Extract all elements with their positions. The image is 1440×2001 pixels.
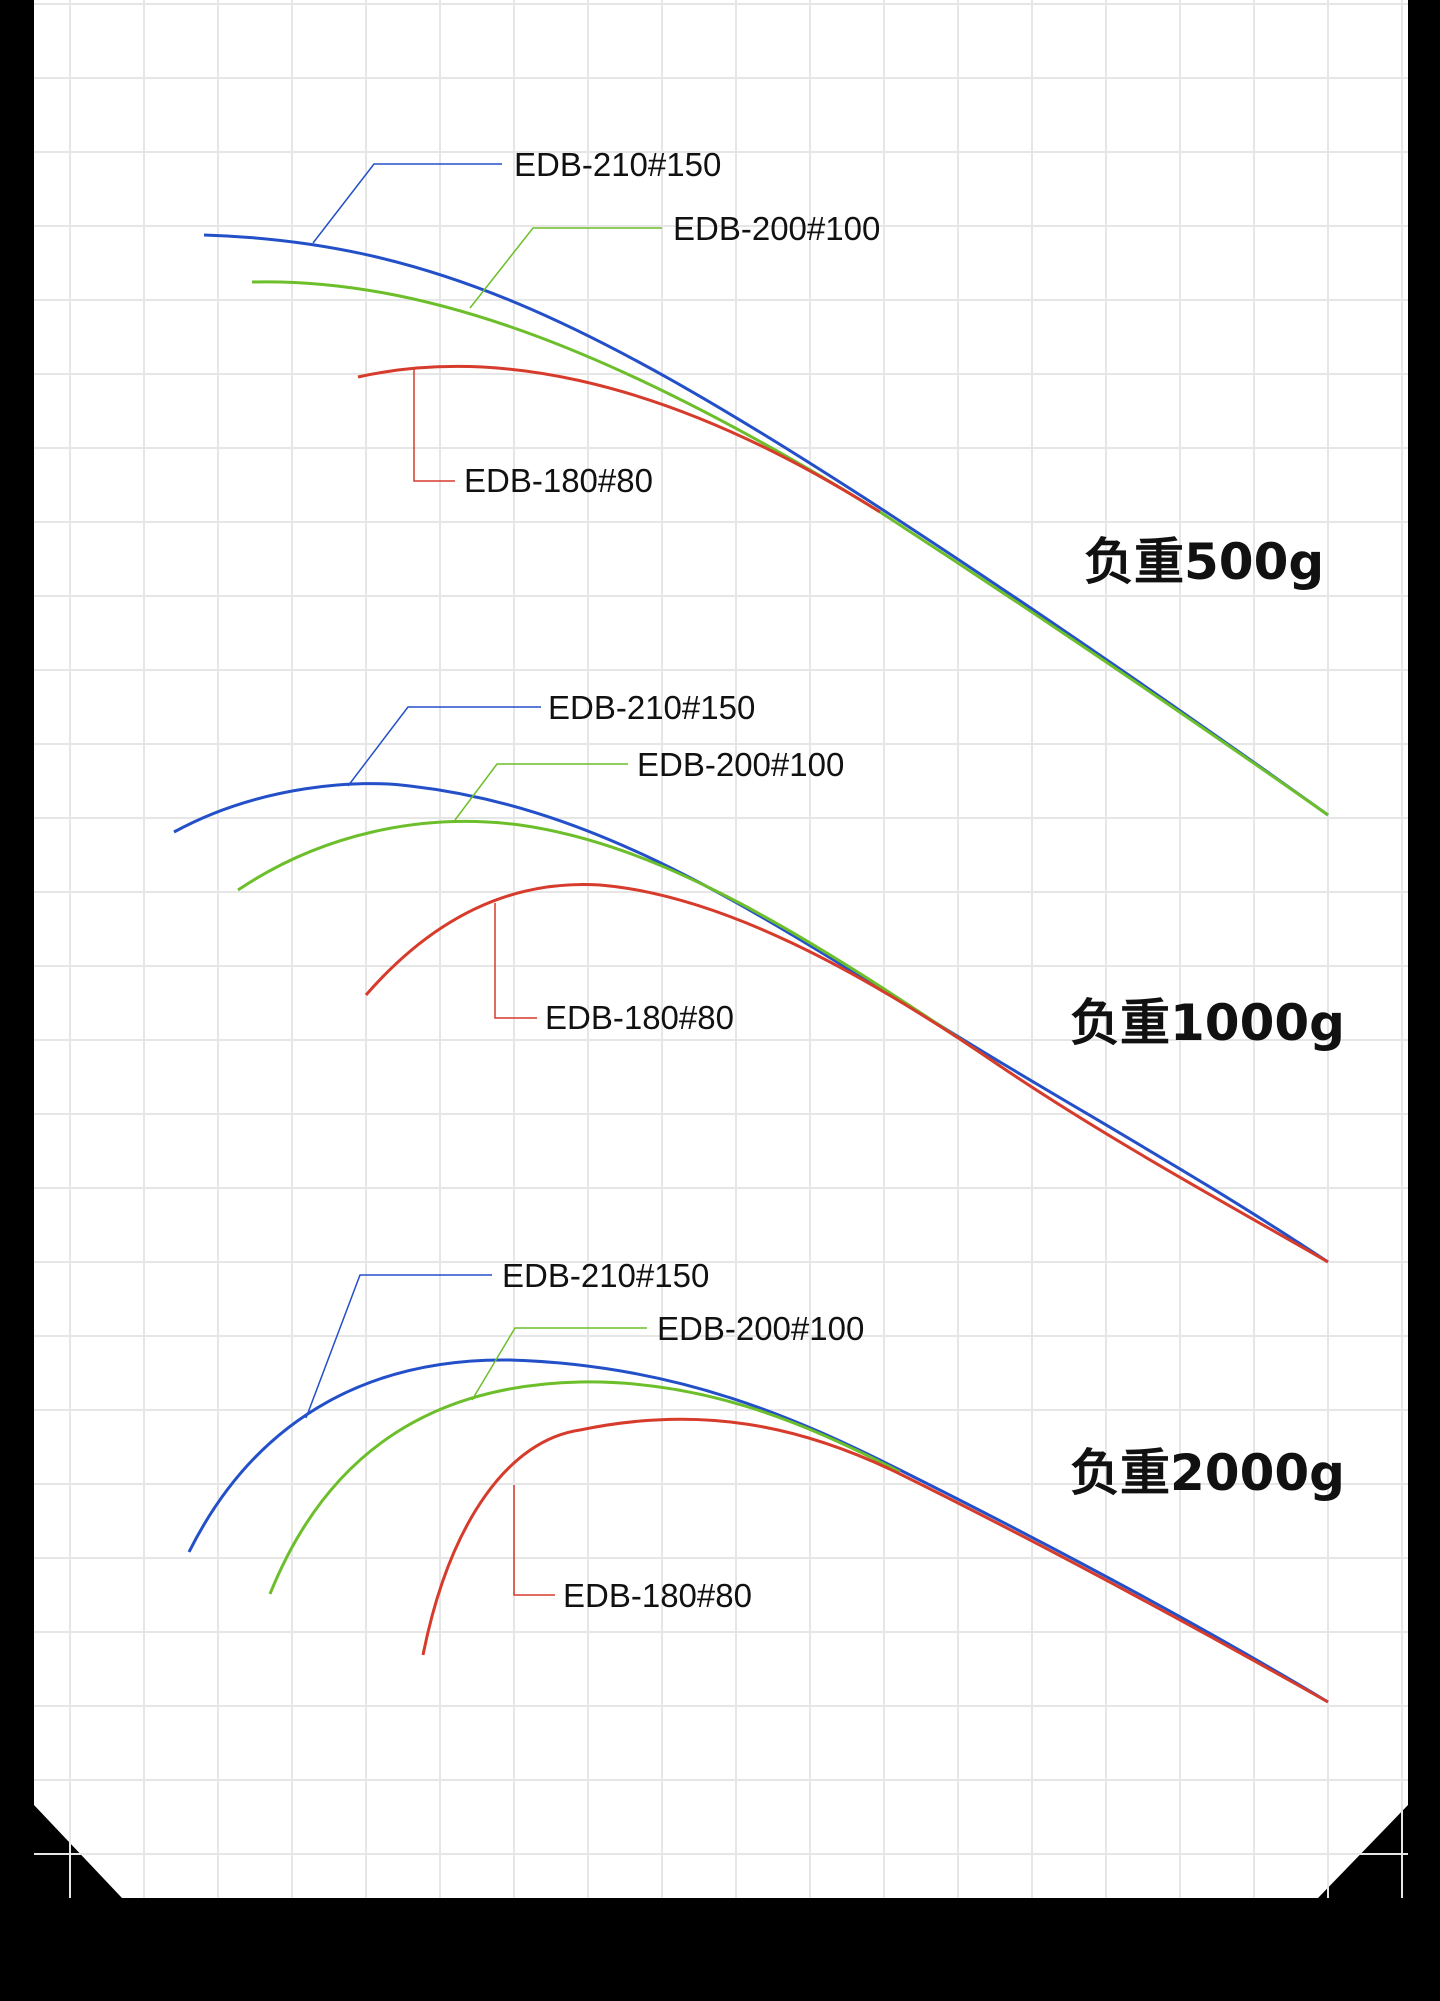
leader-edb-210 bbox=[305, 1274, 492, 1419]
load-group-1000: EDB-210#150 EDB-200#100 EDB-180#80 负重100… bbox=[173, 689, 1345, 1264]
label-edb-180: EDB-180#80 bbox=[545, 999, 734, 1036]
leader-edb-200 bbox=[469, 227, 662, 309]
load-label-1000: 负重1000g bbox=[1070, 994, 1345, 1052]
load-group-500: EDB-210#150 EDB-200#100 EDB-180#80 负重500… bbox=[203, 146, 1329, 817]
grid-panel bbox=[34, 0, 1408, 1898]
leader-edb-180 bbox=[494, 903, 537, 1019]
label-edb-180: EDB-180#80 bbox=[563, 1577, 752, 1614]
curve-edb-180 bbox=[364, 882, 1329, 1264]
label-edb-200: EDB-200#100 bbox=[657, 1310, 864, 1347]
label-edb-210: EDB-210#150 bbox=[548, 689, 755, 726]
label-edb-200: EDB-200#100 bbox=[637, 746, 844, 783]
curve-edb-200 bbox=[237, 819, 1001, 1068]
leader-edb-210 bbox=[347, 706, 541, 787]
curve-edb-210 bbox=[187, 1358, 1329, 1704]
label-edb-210: EDB-210#150 bbox=[514, 146, 721, 183]
label-edb-210: EDB-210#150 bbox=[502, 1257, 709, 1294]
curve-edb-180 bbox=[421, 1417, 1329, 1704]
leader-edb-180 bbox=[413, 368, 455, 482]
curve-edb-180 bbox=[357, 364, 881, 514]
load-label-2000: 负重2000g bbox=[1070, 1444, 1345, 1502]
leader-edb-210 bbox=[312, 163, 502, 244]
curve-edb-210 bbox=[203, 233, 1329, 817]
leader-edb-200 bbox=[454, 763, 628, 821]
label-edb-180: EDB-180#80 bbox=[464, 462, 653, 499]
load-group-2000: EDB-210#150 EDB-200#100 EDB-180#80 负重200… bbox=[187, 1257, 1345, 1704]
grid-lines bbox=[34, 0, 1408, 1898]
label-edb-200: EDB-200#100 bbox=[673, 210, 880, 247]
curve-edb-200 bbox=[268, 1380, 901, 1595]
leader-edb-200 bbox=[471, 1327, 647, 1401]
leader-edb-180 bbox=[513, 1485, 555, 1596]
load-label-500: 负重500g bbox=[1084, 533, 1324, 591]
